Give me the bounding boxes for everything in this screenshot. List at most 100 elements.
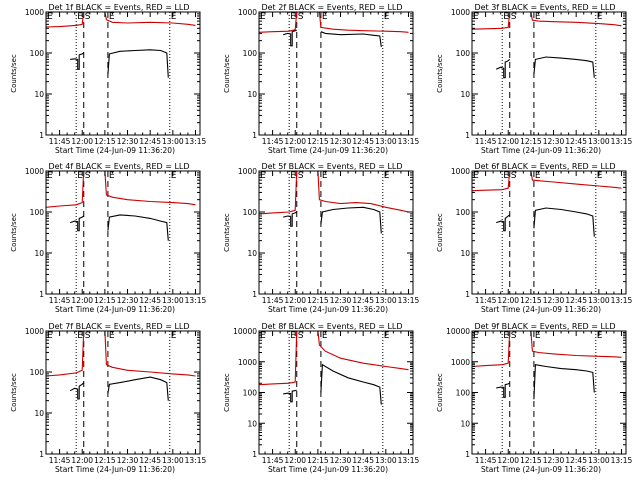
x-tick-label: 12:15 [307, 296, 329, 305]
series-line-events [69, 382, 85, 400]
series-line-events [107, 376, 169, 401]
x-tick-label: 12:15 [520, 456, 542, 465]
plot-frame [258, 330, 414, 455]
chart-title: Det 8f BLACK = Events, RED = LLD [261, 322, 402, 331]
x-tick-label: 12:15 [520, 296, 542, 305]
y-tick-label: 100 [243, 389, 258, 398]
x-tick-label: 12:45 [139, 137, 161, 146]
y-tick-label: 10 [247, 90, 257, 99]
x-tick-label: 12:00 [71, 296, 93, 305]
marker-label: E [171, 12, 177, 22]
chart-title: Det 4f BLACK = Events, RED = LLD [48, 162, 189, 171]
plot-frame [258, 170, 414, 295]
marker-label: E [290, 12, 296, 22]
y-tick-label: 1 [252, 450, 257, 459]
marker-label: E [535, 171, 541, 181]
x-tick-label: 12:15 [307, 137, 329, 146]
y-tick-label: 1000 [238, 358, 257, 367]
plot-frame [258, 11, 414, 136]
x-tick-label: 12:45 [352, 296, 374, 305]
marker-label: E [473, 331, 479, 341]
x-tick-label: 12:00 [497, 456, 519, 465]
y-tick-label: 10 [34, 249, 44, 258]
x-tick-label: 12:45 [565, 137, 587, 146]
y-axis-label: Counts/sec [10, 54, 18, 93]
series-line-lld [104, 330, 196, 377]
y-axis-label: Counts/sec [223, 373, 231, 412]
chart-title: Det 1f BLACK = Events, RED = LLD [48, 3, 189, 12]
y-axis-label: Counts/sec [436, 54, 444, 93]
x-tick-label: 11:45 [475, 296, 497, 305]
x-tick-label: 13:15 [611, 296, 633, 305]
x-tick-label: 11:45 [262, 456, 284, 465]
series-line-events [107, 214, 169, 241]
series-line-lld [258, 330, 298, 386]
series-line-events [320, 31, 382, 48]
series-line-lld [45, 170, 85, 208]
y-tick-label: 1000 [451, 167, 470, 176]
series-line-lld [45, 330, 85, 377]
x-tick-label: 12:15 [307, 456, 329, 465]
marker-label: E [384, 331, 390, 341]
series-line-events [107, 49, 169, 78]
x-tick-label: 12:00 [71, 456, 93, 465]
marker-label: S [85, 12, 91, 22]
chart-title: Det 7f BLACK = Events, RED = LLD [48, 322, 189, 331]
series-line-events [533, 364, 595, 400]
series-line-lld [471, 330, 511, 368]
marker-label: E [384, 171, 390, 181]
chart-title: Det 9f BLACK = Events, RED = LLD [474, 322, 615, 331]
x-tick-label: 12:00 [71, 137, 93, 146]
x-tick-label: 12:00 [284, 137, 306, 146]
marker-label: E [171, 171, 177, 181]
y-tick-label: 10 [460, 90, 470, 99]
plot-frame [45, 170, 201, 295]
marker-label: E [77, 171, 83, 181]
y-tick-label: 1 [465, 131, 470, 140]
plot-frame [45, 11, 201, 136]
x-tick-label: 12:30 [330, 456, 352, 465]
x-tick-label: 12:30 [543, 296, 565, 305]
x-tick-label: 12:15 [94, 137, 116, 146]
x-tick-label: 13:15 [398, 137, 420, 146]
marker-label: E [384, 12, 390, 22]
x-tick-label: 12:15 [520, 137, 542, 146]
x-tick-label: 13:15 [185, 137, 207, 146]
x-tick-label: 12:00 [284, 296, 306, 305]
series-line-lld [45, 11, 85, 28]
marker-label: E [47, 331, 53, 341]
y-axis-label: Counts/sec [436, 213, 444, 252]
marker-label: E [597, 331, 603, 341]
chart-title: Det 6f BLACK = Events, RED = LLD [474, 162, 615, 171]
marker-label: S [85, 331, 91, 341]
x-tick-label: 12:00 [497, 296, 519, 305]
y-tick-label: 10000 [446, 327, 470, 336]
y-axis-label: Counts/sec [10, 373, 18, 412]
y-tick-label: 100 [456, 208, 471, 217]
plot-frame [471, 330, 627, 455]
series-line-lld [530, 170, 622, 189]
x-tick-label: 11:45 [475, 456, 497, 465]
x-axis-label: Start Time (24-Jun-09 11:36:20) [55, 146, 175, 155]
x-tick-label: 12:45 [352, 137, 374, 146]
marker-label: E [322, 12, 328, 22]
chart-title: Det 2f BLACK = Events, RED = LLD [261, 3, 402, 12]
x-tick-label: 13:15 [185, 456, 207, 465]
x-tick-label: 13:00 [162, 137, 184, 146]
series-line-lld [258, 11, 298, 33]
y-tick-label: 1 [252, 290, 257, 299]
x-axis-label: Start Time (24-Jun-09 11:36:20) [481, 146, 601, 155]
series-line-events [320, 206, 382, 234]
series-line-lld [317, 330, 409, 371]
marker-label: S [511, 12, 517, 22]
series-line-lld [530, 330, 622, 358]
x-tick-label: 13:00 [162, 456, 184, 465]
marker-label: E [47, 12, 53, 22]
x-tick-label: 11:45 [262, 296, 284, 305]
series-line-events [533, 207, 595, 237]
x-axis-label: Start Time (24-Jun-09 11:36:20) [55, 465, 175, 474]
x-tick-label: 13:00 [588, 296, 610, 305]
